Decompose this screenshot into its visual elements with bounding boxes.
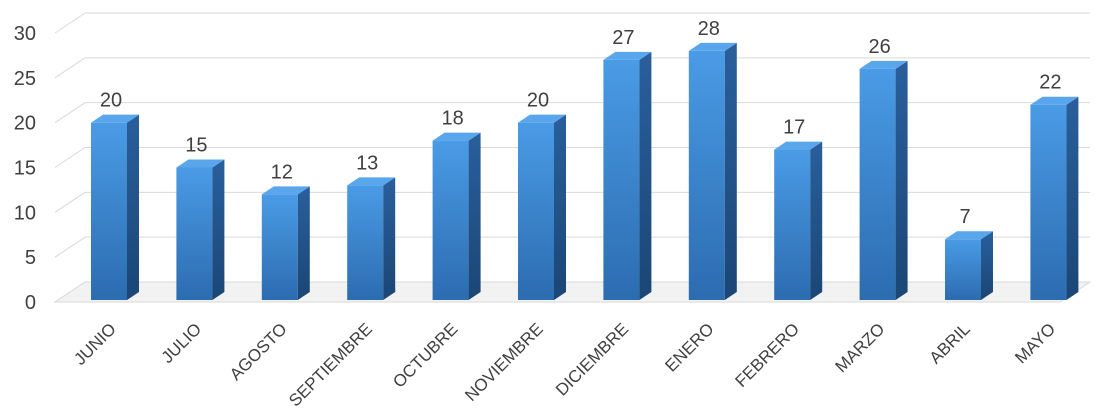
- data-label: 22: [1039, 72, 1061, 94]
- x-tick-label: OCTUBRE: [389, 319, 461, 391]
- x-tick-label: JUNIO: [70, 319, 119, 368]
- gridline-depth: [54, 236, 86, 258]
- bar-top: [945, 231, 993, 240]
- bar-top: [774, 141, 823, 150]
- bar-top: [91, 114, 139, 123]
- data-label: 7: [959, 206, 970, 228]
- bar-side: [554, 114, 566, 301]
- gridline-depth: [54, 147, 86, 168]
- x-tick-label: MAYO: [1011, 319, 1059, 367]
- data-label: 20: [527, 90, 549, 112]
- bar-side: [724, 42, 737, 300]
- bar-top: [1030, 96, 1079, 105]
- bar-side: [127, 114, 139, 301]
- bar: [945, 231, 993, 300]
- data-label: 15: [185, 135, 207, 157]
- x-tick-label: MARZO: [832, 319, 889, 376]
- bar: [91, 114, 139, 301]
- data-label: 18: [441, 108, 463, 130]
- bar-top: [859, 60, 908, 69]
- bar-top: [688, 42, 737, 51]
- y-tick-label: 0: [25, 292, 36, 314]
- bar-front: [261, 194, 298, 300]
- bar-side: [383, 177, 396, 300]
- bar-top: [518, 114, 566, 123]
- y-tick-label: 30: [14, 23, 36, 45]
- bar-front: [91, 122, 127, 301]
- bar: [518, 114, 566, 301]
- data-label: 20: [100, 90, 122, 112]
- x-tick-label: AGOSTO: [226, 319, 291, 384]
- bar-side: [810, 141, 823, 300]
- bar: [176, 159, 225, 300]
- bar: [688, 42, 737, 300]
- bar-front: [945, 239, 981, 300]
- bar-front: [176, 167, 213, 300]
- bar: [261, 186, 310, 300]
- bar: [432, 132, 481, 300]
- bar: [1030, 96, 1079, 300]
- bar-side: [1066, 96, 1079, 300]
- x-tick-label: ENERO: [661, 319, 717, 375]
- x-tick-label: SEPTIEMBRE: [285, 319, 376, 410]
- bar-front: [347, 185, 384, 300]
- bar-top: [347, 177, 396, 186]
- bar-top: [176, 159, 225, 168]
- y-tick-label: 20: [14, 113, 36, 135]
- x-tick-label: ABRIL: [926, 319, 974, 367]
- data-label: 17: [783, 117, 805, 139]
- gridline-depth: [54, 57, 86, 79]
- bar-side: [639, 51, 652, 301]
- bar-front: [688, 50, 725, 300]
- bar: [603, 51, 652, 301]
- x-tick-label: NOVIEMBRE: [461, 319, 547, 405]
- data-label: 27: [612, 27, 634, 49]
- y-tick-label: 5: [25, 247, 36, 269]
- bar-side: [468, 132, 481, 300]
- bar-front: [1030, 104, 1067, 300]
- data-label: 12: [271, 161, 293, 183]
- bar: [859, 60, 908, 300]
- y-tick-label: 25: [14, 68, 36, 90]
- bar: [774, 141, 823, 300]
- bar-top: [603, 51, 652, 60]
- y-axis: 0 5 10 15 20 25 30: [14, 23, 36, 314]
- bars: [91, 42, 1079, 301]
- bar-front: [774, 149, 811, 300]
- x-tick-label: DICIEMBRE: [552, 319, 632, 399]
- y-tick-label: 10: [14, 202, 36, 224]
- bar-front: [603, 59, 640, 301]
- x-tick-label: FEBRERO: [731, 319, 803, 391]
- bar-side: [297, 186, 310, 300]
- bar-top: [432, 132, 481, 141]
- bar-side: [895, 60, 908, 300]
- chart-floor: [53, 281, 1092, 303]
- bar-top: [261, 186, 310, 195]
- data-label: 28: [698, 18, 720, 40]
- gridline-depth: [54, 102, 86, 124]
- bar-front: [432, 140, 469, 300]
- data-label: 13: [356, 152, 378, 174]
- data-labels: 20 15 12 13 18 20 27 28 17 26 7 22: [100, 18, 1062, 228]
- bar-side: [212, 159, 225, 300]
- gridline-depth: [54, 191, 86, 213]
- data-label: 26: [868, 36, 890, 58]
- grid-layer: [53, 12, 1092, 303]
- bar-side: [981, 231, 993, 300]
- x-tick-label: JULIO: [158, 319, 206, 367]
- gridline-depth: [54, 12, 86, 34]
- bar: [347, 177, 396, 300]
- y-tick-label: 15: [14, 158, 36, 180]
- bar-front: [859, 68, 896, 300]
- bar-front: [518, 122, 554, 301]
